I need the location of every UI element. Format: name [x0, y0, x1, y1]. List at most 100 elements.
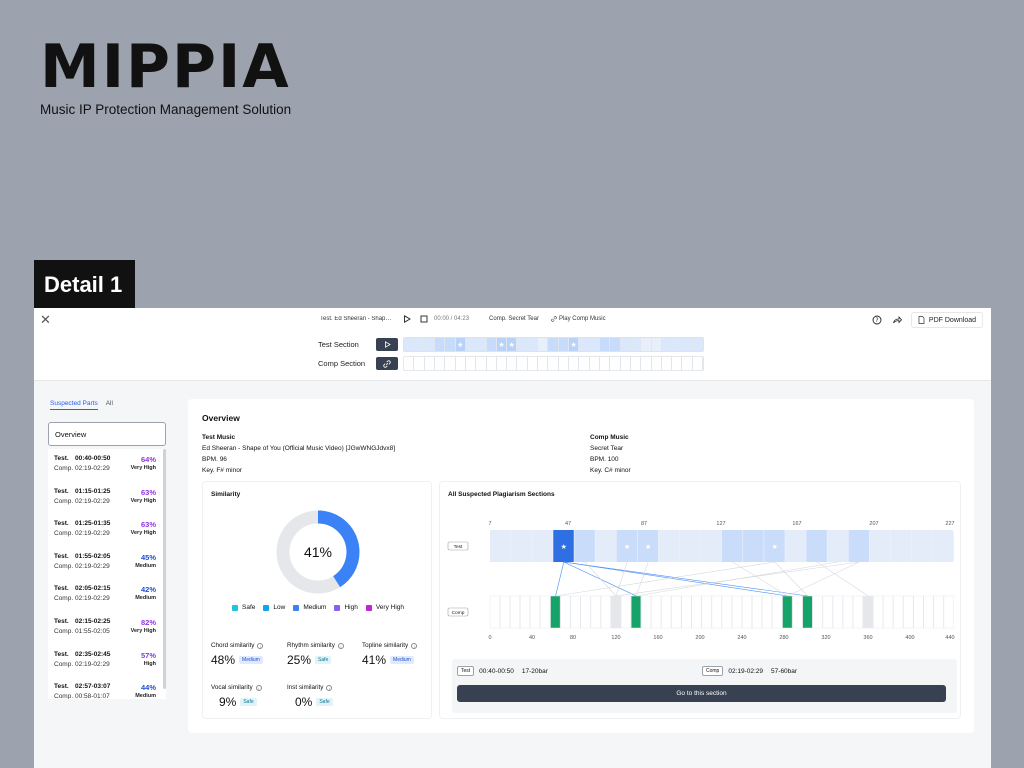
test-strip-cell[interactable] — [661, 338, 673, 351]
test-strip-cell[interactable] — [641, 338, 652, 351]
comp-timeline-cell[interactable] — [530, 595, 541, 629]
comp-strip-cell[interactable] — [641, 357, 652, 370]
test-strip-cell[interactable] — [465, 338, 477, 351]
comp-section-strip[interactable] — [403, 356, 704, 371]
test-timeline-cell[interactable] — [532, 530, 553, 562]
test-strip-cell[interactable] — [630, 338, 642, 351]
test-strip-cell[interactable] — [538, 338, 549, 351]
comp-timeline-cell[interactable] — [933, 595, 944, 629]
list-item[interactable]: Test. 02:05-02:15 Comp. 02:19-02:29 42% Mediu… — [48, 579, 166, 612]
test-timeline-cell[interactable] — [553, 530, 574, 562]
comp-timeline-cell[interactable] — [862, 595, 874, 629]
go-to-section-button[interactable]: Go to this section — [457, 685, 946, 702]
test-strip-cell[interactable] — [672, 338, 683, 351]
test-strip-cell[interactable] — [548, 338, 559, 351]
comp-strip-cell[interactable] — [692, 357, 703, 370]
test-timeline-cell[interactable] — [764, 530, 785, 562]
comp-strip-cell[interactable] — [465, 357, 477, 370]
test-timeline-cell[interactable] — [848, 530, 870, 562]
comp-strip-cell[interactable] — [620, 357, 631, 370]
comp-strip-cell[interactable] — [507, 357, 518, 370]
test-strip-cell[interactable] — [424, 338, 435, 351]
comp-timeline-cell[interactable] — [711, 595, 722, 629]
comp-timeline-cell[interactable] — [812, 595, 823, 629]
comp-timeline-cell[interactable] — [772, 595, 783, 629]
test-timeline-cell[interactable] — [806, 530, 827, 562]
comp-strip-cell[interactable] — [610, 357, 621, 370]
test-strip-cell[interactable] — [434, 338, 446, 351]
comp-strip-cell[interactable] — [455, 357, 466, 370]
test-timeline-cell[interactable] — [722, 530, 743, 562]
test-strip-cell[interactable] — [517, 338, 528, 351]
test-strip-cell[interactable] — [610, 338, 621, 351]
comp-section-link-button[interactable] — [376, 357, 398, 370]
list-item[interactable]: Test. 02:35-02:45 Comp. 02:19-02:29 57% High — [48, 645, 166, 678]
test-strip-cell[interactable] — [692, 338, 703, 351]
comp-strip-cell[interactable] — [579, 357, 590, 370]
test-strip-cell[interactable]: ★ — [455, 338, 466, 351]
test-timeline-cell[interactable] — [743, 530, 764, 562]
comp-timeline-cell[interactable] — [661, 595, 672, 629]
comp-timeline-cell[interactable] — [520, 595, 531, 629]
comp-strip-cell[interactable] — [599, 357, 611, 370]
play-icon[interactable] — [402, 314, 411, 323]
comp-strip-cell[interactable] — [651, 357, 662, 370]
info-icon[interactable]: i — [257, 642, 264, 649]
comp-strip-cell[interactable] — [517, 357, 528, 370]
comp-strip-cell[interactable] — [630, 357, 642, 370]
test-strip-cell[interactable] — [579, 338, 590, 351]
comp-timeline-cell[interactable] — [630, 595, 642, 629]
test-timeline-cell[interactable] — [679, 530, 701, 562]
test-strip-cell[interactable]: ★ — [569, 338, 580, 351]
comp-strip-cell[interactable] — [486, 357, 497, 370]
comp-timeline-cell[interactable] — [701, 595, 712, 629]
comp-timeline-cell[interactable] — [570, 595, 581, 629]
comp-strip-cell[interactable] — [548, 357, 559, 370]
test-strip-cell[interactable]: ★ — [507, 338, 518, 351]
list-item[interactable]: Test. 01:55-02:05 Comp. 02:19-02:29 45% Mediu… — [48, 547, 166, 580]
comp-timeline-cell[interactable] — [620, 595, 631, 629]
comp-strip-cell[interactable] — [424, 357, 435, 370]
comp-timeline-cell[interactable] — [913, 595, 924, 629]
play-comp-music-button[interactable]: Play Comp Music — [551, 316, 606, 322]
comp-timeline-cell[interactable] — [792, 595, 803, 629]
comp-timeline-cell[interactable] — [540, 595, 551, 629]
comp-timeline-cell[interactable] — [802, 595, 813, 629]
comp-timeline-cell[interactable] — [550, 595, 561, 629]
share-icon[interactable] — [891, 314, 903, 326]
info-icon[interactable]: i — [337, 642, 344, 649]
tab-suspected-parts[interactable]: Suspected Parts — [50, 400, 98, 410]
comp-timeline-cell[interactable] — [822, 595, 833, 629]
comp-timeline-cell[interactable] — [499, 595, 510, 629]
comp-strip-cell[interactable] — [445, 357, 456, 370]
comp-timeline-cell[interactable] — [509, 595, 521, 629]
comp-timeline-cell[interactable] — [782, 595, 793, 629]
comp-strip-cell[interactable] — [496, 357, 508, 370]
comp-strip-cell[interactable] — [589, 357, 600, 370]
test-strip-cell[interactable] — [486, 338, 497, 351]
list-scrollbar[interactable] — [163, 449, 166, 689]
comp-timeline-cell[interactable] — [600, 595, 611, 629]
comp-strip-cell[interactable] — [434, 357, 446, 370]
stop-icon[interactable] — [419, 314, 428, 323]
comp-timeline-cell[interactable] — [903, 595, 914, 629]
comp-timeline-cell[interactable] — [873, 595, 884, 629]
comp-timeline-cell[interactable] — [883, 595, 894, 629]
comp-timeline-cell[interactable] — [580, 595, 591, 629]
info-icon[interactable]: i — [255, 684, 262, 691]
comp-strip-cell[interactable] — [527, 357, 539, 370]
list-item[interactable]: Test. 02:57-03:07 Comp. 00:58-01:07 44% Mediu… — [48, 677, 166, 699]
comp-timeline-cell[interactable] — [762, 595, 773, 629]
test-timeline-cell[interactable] — [911, 530, 933, 562]
test-strip-cell[interactable]: ★ — [496, 338, 508, 351]
test-timeline-cell[interactable] — [616, 530, 638, 562]
comp-timeline-cell[interactable] — [923, 595, 934, 629]
comp-timeline-cell[interactable] — [651, 595, 662, 629]
comp-timeline-cell[interactable] — [943, 595, 954, 629]
test-strip-cell[interactable] — [476, 338, 487, 351]
comp-timeline-cell[interactable] — [691, 595, 702, 629]
test-timeline-cell[interactable] — [890, 530, 912, 562]
test-strip-cell[interactable] — [527, 338, 539, 351]
test-timeline-cell[interactable] — [511, 530, 532, 562]
test-strip-cell[interactable] — [445, 338, 456, 351]
